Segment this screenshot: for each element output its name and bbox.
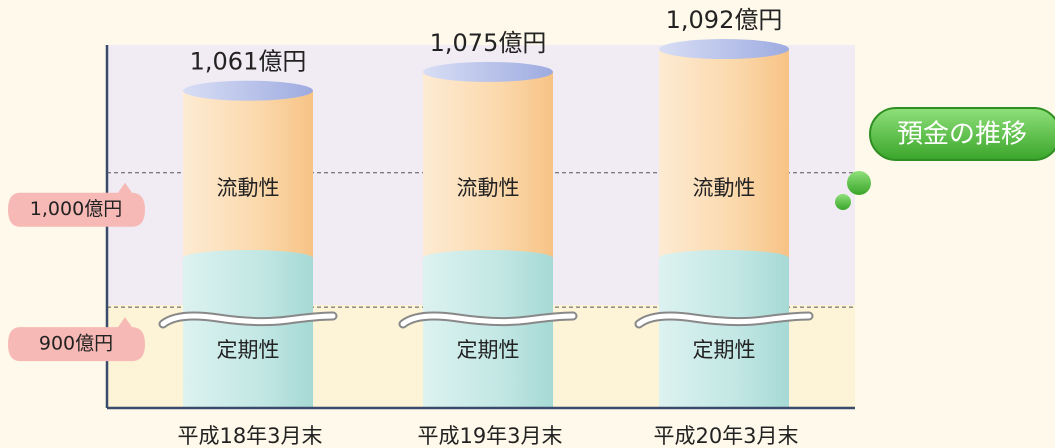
bubble-dot bbox=[835, 194, 851, 210]
chart: 流動性定期性1,061億円平成18年3月末流動性定期性1,075億円平成19年3… bbox=[0, 0, 1055, 448]
x-tick-label: 平成18年3月末 bbox=[177, 424, 322, 448]
x-tick-label: 平成20年3月末 bbox=[653, 424, 798, 448]
bar-top bbox=[659, 39, 789, 59]
bar-top bbox=[423, 62, 553, 82]
y-tick-label: 900億円 bbox=[39, 333, 113, 355]
segment-label: 定期性 bbox=[457, 338, 520, 362]
segment-edge bbox=[183, 250, 313, 266]
bar-segment-fill bbox=[183, 258, 313, 408]
bar-segment-fill bbox=[423, 258, 553, 408]
bar-segment-fill bbox=[659, 258, 789, 408]
segment-label: 定期性 bbox=[693, 338, 756, 362]
segment-edge bbox=[659, 250, 789, 266]
bar-top bbox=[183, 81, 313, 101]
value-label: 1,092億円 bbox=[666, 6, 783, 34]
segment-label: 流動性 bbox=[457, 176, 520, 200]
segment-edge bbox=[423, 250, 553, 266]
value-label: 1,061億円 bbox=[190, 48, 307, 76]
segment-label: 定期性 bbox=[217, 338, 280, 362]
y-tick-label: 1,000億円 bbox=[30, 198, 122, 220]
badge-label: 預金の推移 bbox=[897, 120, 1027, 150]
x-tick-label: 平成19年3月末 bbox=[417, 424, 562, 448]
segment-label: 流動性 bbox=[217, 176, 280, 200]
bubble-dot bbox=[847, 171, 871, 195]
segment-label: 流動性 bbox=[693, 176, 756, 200]
value-label: 1,075億円 bbox=[430, 29, 547, 57]
